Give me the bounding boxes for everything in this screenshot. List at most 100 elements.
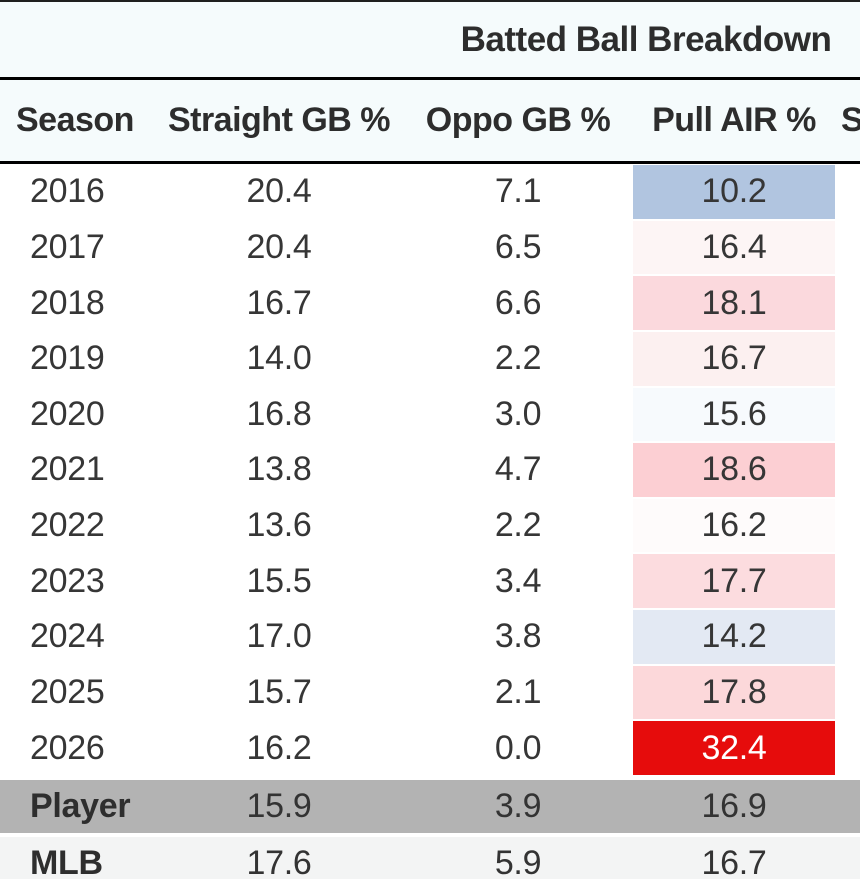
season-cell: 2018 <box>30 283 105 322</box>
pull-air-cell: 32.4 <box>633 720 835 776</box>
summary-row: MLB 17.6 5.9 16.7 <box>0 836 860 879</box>
next-column-cell <box>835 498 860 554</box>
oppo-gb-cell: 7.1 <box>494 172 542 211</box>
summary-row: Player 15.9 3.9 16.9 <box>0 779 860 833</box>
oppo-gb-cell: 3.0 <box>494 394 542 433</box>
heatmap-cell: 18.6 <box>633 443 835 497</box>
next-column-cell <box>835 331 860 387</box>
oppo-gb-cell: 5.9 <box>494 843 542 879</box>
heatmap-cell: 17.8 <box>633 665 835 720</box>
column-header-oppo-gb[interactable]: Oppo GB % <box>425 101 611 139</box>
straight-gb-cell: 17.0 <box>246 617 312 656</box>
next-column-cell <box>835 837 860 879</box>
next-column-cell <box>835 442 860 498</box>
season-cell: 2025 <box>30 672 105 711</box>
oppo-gb-cell: 2.2 <box>494 506 542 545</box>
pull-air-cell: 18.1 <box>633 275 835 331</box>
straight-gb-cell: 13.8 <box>246 450 312 489</box>
next-column-cell <box>835 387 860 443</box>
table-body: 2016 20.4 7.1 10.2 2017 20.4 6.5 16.4 20… <box>0 164 860 776</box>
season-cell: 2021 <box>30 450 105 489</box>
season-cell: 2022 <box>30 506 105 545</box>
pull-air-cell: 16.9 <box>701 786 767 825</box>
summary-label-cell: Player <box>30 786 131 825</box>
next-column-cell <box>835 665 860 721</box>
table-row: 2017 20.4 6.5 16.4 <box>0 219 860 276</box>
pull-air-cell: 17.7 <box>633 553 835 609</box>
next-column-cell <box>835 164 860 220</box>
table-row: 2018 16.7 6.6 18.1 <box>0 275 860 331</box>
table-summary: Player 15.9 3.9 16.9 MLB 17.6 5.9 16.7 <box>0 775 860 879</box>
season-cell: 2024 <box>30 617 105 656</box>
table-row: 2021 13.8 4.7 18.6 <box>0 442 860 498</box>
straight-gb-cell: 13.6 <box>246 506 312 545</box>
pull-air-cell: 18.6 <box>633 442 835 498</box>
pull-air-cell: 17.8 <box>633 664 835 721</box>
oppo-gb-cell: 2.1 <box>494 672 542 711</box>
heatmap-cell: 16.4 <box>633 220 835 275</box>
oppo-gb-cell: 6.6 <box>494 283 542 322</box>
season-cell: 2019 <box>30 339 105 378</box>
straight-gb-cell: 16.2 <box>246 728 312 767</box>
heatmap-cell: 32.4 <box>633 721 835 775</box>
straight-gb-cell: 15.5 <box>246 561 312 600</box>
column-header-pull-air[interactable]: Pull AIR % <box>652 101 816 139</box>
summary-label-cell: MLB <box>30 843 103 879</box>
next-column-cell <box>835 720 860 776</box>
oppo-gb-cell: 3.8 <box>494 617 542 656</box>
next-column-cell <box>835 220 860 276</box>
straight-gb-cell: 15.7 <box>246 672 312 711</box>
pull-air-cell: 14.2 <box>633 609 835 665</box>
next-column-cell <box>835 275 860 331</box>
next-column-cell <box>835 553 860 609</box>
straight-gb-cell: 14.0 <box>246 339 312 378</box>
straight-gb-cell: 20.4 <box>246 227 312 266</box>
divider-line-top <box>0 77 860 80</box>
straight-gb-cell: 16.7 <box>246 283 312 322</box>
heatmap-cell: 16.2 <box>633 498 835 553</box>
heatmap-cell: 14.2 <box>633 610 835 664</box>
divider-line-header <box>0 161 860 164</box>
table-row: 2024 17.0 3.8 14.2 <box>0 609 860 665</box>
season-cell: 2020 <box>30 394 105 433</box>
pull-air-cell: 10.2 <box>633 164 835 220</box>
oppo-gb-cell: 4.7 <box>494 450 542 489</box>
heatmap-cell: 18.1 <box>633 276 835 330</box>
summary-row-gap <box>0 832 860 837</box>
pull-air-cell: 16.7 <box>701 843 767 879</box>
season-cell: 2016 <box>30 172 105 211</box>
oppo-gb-cell: 2.2 <box>494 339 542 378</box>
summary-row-gap <box>0 775 860 780</box>
straight-gb-cell: 15.9 <box>246 786 312 825</box>
title-band: Batted Ball Breakdown <box>0 2 860 77</box>
table-row: 2016 20.4 7.1 10.2 <box>0 164 860 220</box>
pull-air-cell: 16.2 <box>633 497 835 554</box>
season-cell: 2026 <box>30 728 105 767</box>
heatmap-cell: 15.6 <box>633 387 835 442</box>
oppo-gb-cell: 6.5 <box>494 227 542 266</box>
heatmap-cell: 16.7 <box>633 331 835 386</box>
heatmap-cell: 10.2 <box>633 165 835 219</box>
table-row: 2023 15.5 3.4 17.7 <box>0 553 860 609</box>
table-row: 2022 13.6 2.2 16.2 <box>0 497 860 554</box>
top-border-line <box>0 0 860 2</box>
straight-gb-cell: 16.8 <box>246 394 312 433</box>
oppo-gb-cell: 3.9 <box>494 786 542 825</box>
season-cell: 2017 <box>30 227 105 266</box>
column-header-straight-gb[interactable]: Straight GB % <box>167 101 391 139</box>
pull-air-cell: 15.6 <box>633 386 835 443</box>
oppo-gb-cell: 3.4 <box>494 561 542 600</box>
straight-gb-cell: 20.4 <box>246 172 312 211</box>
oppo-gb-cell: 0.0 <box>494 728 542 767</box>
season-cell: 2023 <box>30 561 105 600</box>
header-row: Season Straight GB % Oppo GB % Pull AIR … <box>0 80 860 161</box>
column-header-season[interactable]: Season <box>16 101 134 139</box>
table-row: 2026 16.2 0.0 32.4 <box>0 720 860 776</box>
table-title: Batted Ball Breakdown <box>460 19 832 59</box>
next-column-cell <box>835 609 860 665</box>
straight-gb-cell: 17.6 <box>246 843 312 879</box>
column-header-next-partial[interactable]: S <box>841 101 860 139</box>
pull-air-cell: 16.7 <box>633 330 835 387</box>
